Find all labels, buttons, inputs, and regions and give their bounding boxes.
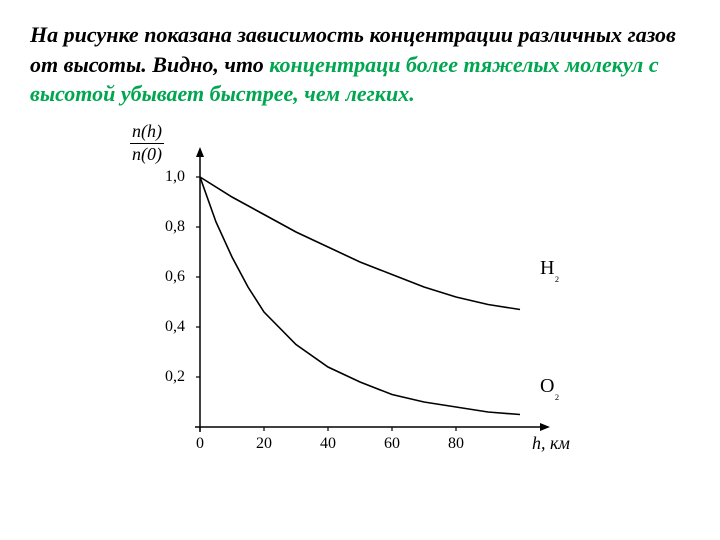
y-tick-label: 0,4 [165,318,185,336]
chart-container: n(h) n(0) 0,20,40,60,81,0020406080h, кмH… [90,127,590,477]
y-tick-label: 0,8 [165,218,185,236]
series-label-O2: O₂ [540,375,559,402]
chart-title: На рисунке показана зависимость концентр… [30,20,690,109]
x-tick-label: 80 [448,435,464,453]
y-tick-label: 0,2 [165,368,185,386]
x-tick-label: 20 [256,435,272,453]
x-tick-label: 60 [384,435,400,453]
y-tick-label: 1,0 [165,168,185,186]
x-tick-label: 0 [196,435,204,453]
x-tick-label: 40 [320,435,336,453]
y-tick-label: 0,6 [165,268,185,286]
series-label-H2: H₂ [540,257,559,284]
x-axis-label: h, км [532,433,570,454]
